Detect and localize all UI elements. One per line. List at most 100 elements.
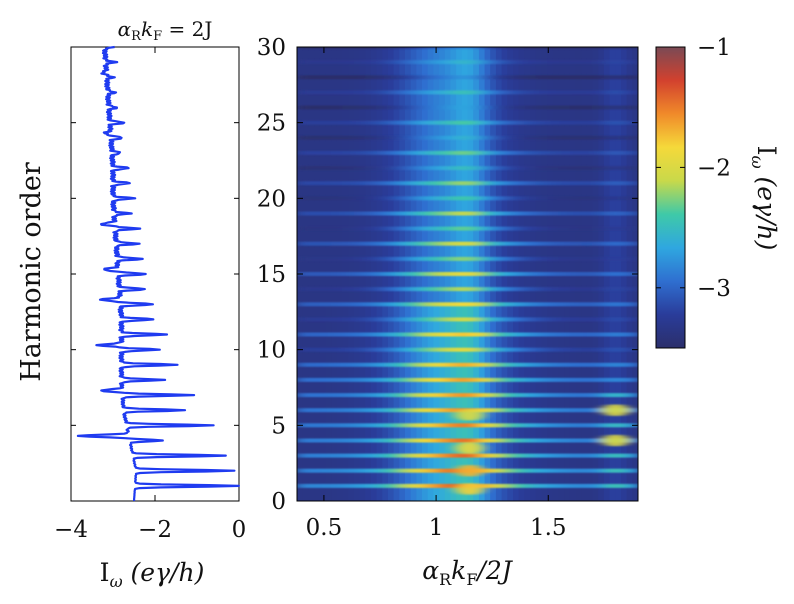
harmonic-band	[410, 408, 424, 413]
harmonic-band	[569, 181, 583, 186]
harmonic-band	[410, 272, 424, 276]
harmonic-band	[478, 211, 492, 216]
harmonic-band	[297, 287, 310, 292]
harmonic-band	[490, 226, 503, 231]
line-x-tick-label: −4	[54, 517, 88, 543]
harmonic-band	[376, 166, 389, 171]
heatmap-cell	[427, 47, 434, 305]
harmonic-band	[456, 377, 469, 382]
harmonic-band	[490, 256, 503, 261]
harmonic-band	[444, 241, 458, 246]
harmonic-band	[422, 90, 435, 95]
harmonic-band	[513, 166, 526, 171]
heatmap-cell	[365, 304, 372, 501]
harmonic-band	[524, 90, 537, 95]
heatmap-hotspot	[601, 404, 630, 417]
harmonic-band	[490, 347, 503, 352]
harmonic-band	[615, 302, 628, 307]
harmonic-band	[603, 317, 617, 322]
harmonic-band	[603, 196, 617, 201]
line-plot: −4 −2 0 αRkF = 2J Harmonic order Iω (eγ/h)	[16, 17, 246, 591]
harmonic-band	[524, 423, 537, 428]
harmonic-band	[547, 211, 560, 216]
heatmap-cell	[370, 47, 378, 305]
heatmap-image	[297, 47, 638, 501]
harmonic-band	[399, 196, 412, 201]
harmonic-band	[501, 90, 514, 95]
harmonic-band	[501, 256, 514, 261]
heatmap-cell	[518, 304, 525, 501]
harmonic-band	[410, 150, 424, 155]
line-x-ticks: −4 −2 0	[54, 47, 246, 543]
harmonic-band	[558, 181, 571, 186]
harmonic-band	[365, 272, 378, 276]
harmonic-band	[365, 150, 378, 155]
harmonic-band	[569, 272, 583, 276]
harmonic-band	[342, 302, 355, 307]
heatmap-cell	[461, 47, 469, 305]
spectrum-line	[76, 45, 240, 502]
heatmap-cell	[632, 304, 638, 501]
heatmap-hotspot	[455, 442, 484, 454]
harmonic-band	[615, 166, 628, 171]
harmonic-band	[444, 483, 458, 488]
heatmap-y-tick-label: 25	[257, 111, 286, 137]
harmonic-band	[524, 317, 537, 322]
harmonic-band	[513, 256, 526, 261]
heatmap-cell	[456, 47, 463, 305]
harmonic-band	[615, 105, 628, 110]
harmonic-band	[524, 75, 537, 80]
harmonic-band	[410, 453, 424, 458]
harmonic-band	[603, 211, 617, 216]
harmonic-band	[353, 120, 367, 125]
harmonic-band	[467, 347, 480, 352]
harmonic-band	[547, 166, 560, 171]
heatmap-y-tick-label: 5	[271, 413, 286, 439]
harmonic-band	[342, 181, 355, 186]
harmonic-band	[467, 332, 480, 337]
harmonic-band	[444, 256, 458, 261]
harmonic-band	[603, 241, 617, 246]
harmonic-band	[478, 423, 492, 428]
harmonic-band	[376, 347, 389, 352]
heatmap-bands	[297, 47, 638, 495]
harmonic-band	[456, 60, 469, 65]
heatmap-cell	[348, 47, 355, 305]
harmonic-band	[569, 317, 583, 322]
heatmap-cell	[581, 304, 588, 501]
harmonic-band	[308, 105, 321, 110]
harmonic-band	[444, 90, 458, 95]
heatmap-cell	[467, 304, 474, 501]
harmonic-band	[365, 453, 378, 458]
harmonic-band	[410, 332, 424, 337]
harmonic-band	[399, 302, 412, 307]
harmonic-band	[433, 483, 446, 488]
harmonic-band	[376, 150, 389, 155]
harmonic-band	[524, 47, 537, 49]
harmonic-band	[524, 181, 537, 186]
harmonic-band	[433, 105, 446, 110]
harmonic-band	[581, 423, 594, 428]
harmonic-band	[376, 408, 389, 413]
harmonic-band	[422, 226, 435, 231]
harmonic-band	[342, 453, 355, 458]
harmonic-band	[353, 332, 367, 337]
harmonic-band	[444, 226, 458, 231]
harmonic-band	[592, 287, 605, 292]
harmonic-band	[535, 226, 549, 231]
harmonic-band	[490, 317, 503, 322]
harmonic-band	[422, 196, 435, 201]
harmonic-band	[547, 105, 560, 110]
harmonic-band	[353, 302, 367, 307]
harmonic-band	[399, 256, 412, 261]
harmonic-band	[569, 438, 583, 443]
harmonic-band	[387, 196, 401, 201]
harmonic-band	[399, 468, 412, 473]
harmonic-band	[331, 75, 344, 80]
harmonic-band	[478, 332, 492, 337]
harmonic-band	[603, 302, 617, 307]
harmonic-band	[319, 150, 333, 155]
harmonic-band	[524, 302, 537, 307]
harmonic-band	[501, 393, 514, 398]
harmonic-band	[410, 347, 424, 352]
